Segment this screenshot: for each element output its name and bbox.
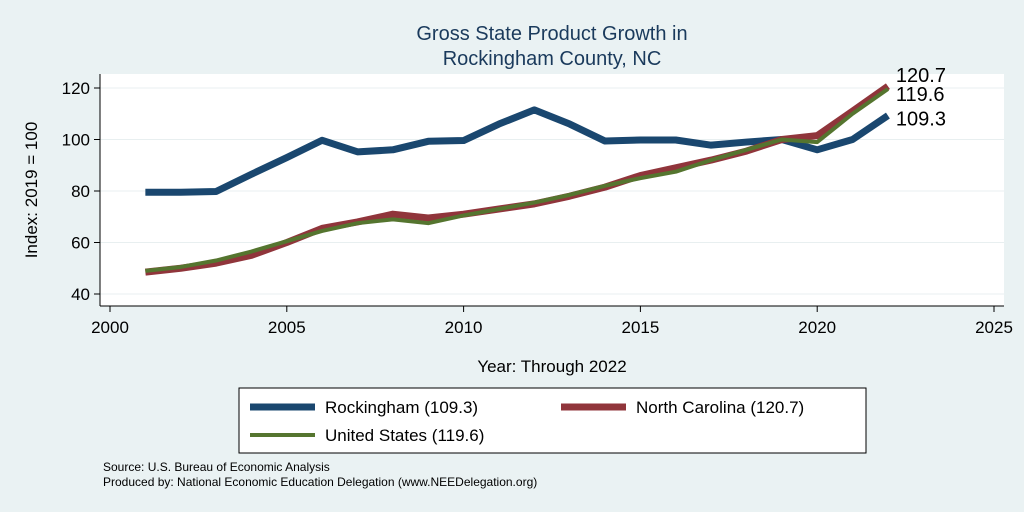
end-label-north-carolina: 120.7 (896, 65, 946, 87)
x-axis-label: Year: Through 2022 (477, 357, 626, 376)
y-tick-label: 100 (62, 131, 90, 150)
chart-title-line-1: Gross State Product Growth in (416, 23, 687, 45)
legend-label-north-carolina: North Carolina (120.7) (636, 398, 804, 417)
x-ticks: 2000 2005 2010 2015 2020 2025 (91, 306, 1013, 337)
end-label-united-states: 119.6 (896, 84, 945, 106)
series-line-united-states (145, 87, 890, 273)
x-tick-label: 2010 (445, 318, 483, 337)
legend-label-united-states: United States (119.6) (325, 426, 484, 445)
x-tick-label: 2020 (798, 318, 836, 337)
chart-title-line-2: Rockingham County, NC (443, 48, 662, 70)
y-tick-label: 120 (62, 79, 90, 98)
source-note: Source: U.S. Bureau of Economic Analysis (103, 460, 330, 474)
x-tick-label: 2000 (91, 318, 129, 337)
end-label-rockingham: 109.3 (896, 109, 946, 131)
legend-box (238, 387, 867, 454)
series-line-rockingham (145, 106, 890, 196)
y-ticks: 40 60 80 100 120 (62, 79, 100, 304)
y-tick-label: 60 (71, 234, 90, 253)
x-tick-label: 2015 (621, 318, 659, 337)
y-tick-label: 80 (71, 182, 90, 201)
produced-by-note: Produced by: National Economic Education… (103, 475, 537, 489)
plot-area (100, 74, 1004, 306)
y-axis-label: Index: 2019 = 100 (22, 122, 41, 259)
x-tick-label: 2005 (268, 318, 306, 337)
x-tick-label: 2025 (975, 318, 1013, 337)
series-lines (144, 83, 890, 276)
legend-label-rockingham: Rockingham (109.3) (325, 398, 478, 417)
y-tick-label: 40 (71, 285, 90, 304)
